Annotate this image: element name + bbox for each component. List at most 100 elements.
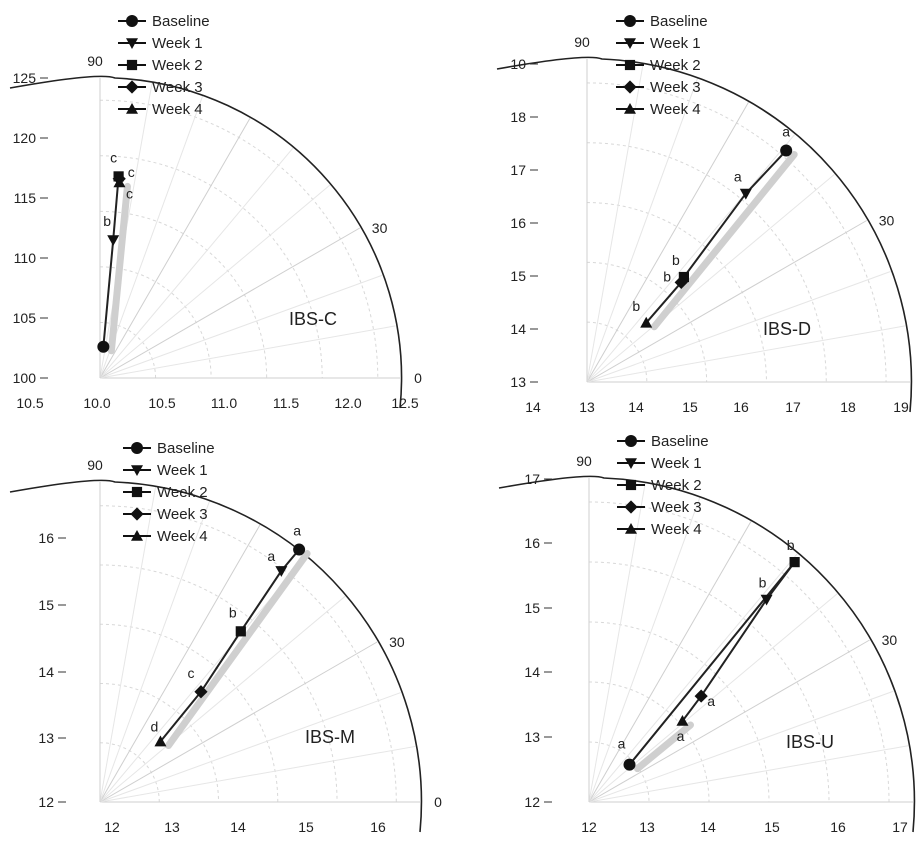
angle-label-90: 90 (574, 34, 590, 50)
point-label: b (787, 537, 795, 553)
legend-marker (624, 500, 638, 514)
point-label: c (110, 149, 117, 165)
legend-label: Baseline (651, 433, 709, 450)
legend-label: Baseline (650, 13, 708, 30)
marker-week-2 (235, 626, 246, 637)
x-axis-tick: 17 (785, 399, 801, 415)
trend-arrow-shadow (650, 151, 798, 331)
grid-arc (99, 99, 379, 379)
r-axis-tick: 15 (510, 268, 526, 284)
x-axis-tick: 16 (370, 819, 386, 835)
r-axis-tick: 110 (14, 250, 37, 266)
grid-spoke (99, 274, 383, 379)
r-axis-tick: 10 (510, 56, 526, 72)
grid-spoke (588, 521, 752, 803)
grid-spoke (99, 641, 378, 803)
legend-marker (126, 38, 138, 49)
r-axis-tick: 125 (13, 70, 37, 86)
r-axis-tick: 16 (510, 215, 526, 231)
polar-panel-ibs-d: 90300131415161718101413141516171819aabbb… (496, 13, 913, 415)
legend-marker (624, 103, 636, 114)
x-axis-tick: 11.0 (211, 395, 237, 411)
point-label: b (103, 213, 111, 229)
grid-spoke (99, 501, 210, 803)
x-axis-tick: 13 (639, 819, 655, 835)
r-axis-tick: 16 (524, 535, 540, 551)
legend-label: Week 3 (650, 79, 701, 96)
point-label: a (267, 548, 275, 564)
marker-baseline (780, 144, 793, 157)
legend-label: Week 2 (157, 484, 208, 501)
point-label: d (151, 719, 159, 735)
point-label: c (126, 185, 133, 201)
legend-marker (130, 507, 144, 521)
point-label: c (187, 665, 194, 681)
angle-label-0: 0 (434, 794, 442, 810)
r-axis-tick: 14 (38, 664, 54, 680)
grid-spoke (586, 271, 891, 383)
trajectory-line (628, 561, 796, 766)
r-axis-tick: 17 (510, 162, 526, 178)
legend-marker (131, 486, 143, 498)
x-axis-tick: 12.0 (334, 395, 361, 411)
marker-week-3 (694, 689, 708, 703)
grid-spoke (586, 325, 906, 383)
grid-spoke (99, 184, 331, 379)
legend-marker (625, 435, 637, 447)
angle-label-30: 30 (882, 632, 898, 648)
legend-label: Week 1 (650, 35, 701, 52)
r-axis-tick: 12 (524, 794, 540, 810)
grid-spoke (99, 147, 294, 379)
point-label: a (782, 124, 790, 140)
x-axis-tick: 15 (682, 399, 698, 415)
legend: Baseline Week 1 Week 2 Week 3 Week 4 (617, 433, 709, 538)
marker-week-1 (739, 188, 752, 200)
r-axis-tick: 13 (524, 729, 540, 745)
grid-spoke (99, 692, 401, 803)
grid-spoke (99, 524, 261, 803)
legend-marker (125, 80, 139, 94)
point-label: b (759, 575, 767, 591)
panel-title: IBS-C (289, 309, 337, 329)
legend-label: Week 1 (152, 35, 203, 52)
legend-marker (623, 80, 637, 94)
legend: Baseline Week 1 Week 2 Week 3 Week 4 (123, 440, 215, 545)
legend-label: Week 4 (650, 101, 701, 118)
point-label: b (663, 268, 671, 284)
grid-spoke (588, 553, 798, 803)
angle-label-90: 90 (87, 53, 103, 69)
outer-arc (496, 56, 913, 413)
r-axis-tick: 13 (38, 730, 54, 746)
point-label: a (734, 169, 742, 185)
legend-label: Week 4 (651, 521, 702, 538)
legend-label: Week 2 (152, 57, 203, 74)
marker-week-1 (107, 235, 120, 246)
x-axis-tick: 13 (579, 399, 595, 415)
x-axis-tick: 14 (230, 819, 246, 835)
marker-week-2 (789, 557, 800, 568)
grid-spoke (586, 220, 867, 383)
angle-label-30: 30 (389, 634, 405, 650)
point-label: a (293, 523, 301, 539)
x-axis-tick: 10.0 (83, 395, 110, 411)
point-label: a (707, 693, 715, 709)
grid-arc (588, 621, 770, 803)
r-axis-tick: 14 (510, 321, 526, 337)
point-label: a (618, 736, 626, 752)
legend-label: Week 3 (152, 79, 203, 96)
r-axis-tick: 14 (524, 664, 540, 680)
legend-label: Week 3 (157, 506, 208, 523)
trend-arrow-shadow (634, 721, 694, 773)
outer-arc (9, 75, 403, 409)
grid-spoke (586, 63, 644, 383)
x-axis-tick: 12 (104, 819, 120, 835)
marker-baseline (623, 758, 636, 771)
marker-baseline (293, 543, 306, 556)
grid-spoke (99, 227, 361, 379)
legend-label: Week 2 (650, 57, 701, 74)
grid-spoke (588, 482, 646, 803)
grid-spoke (99, 325, 396, 379)
grid-spoke (99, 117, 251, 379)
grid-arc (588, 681, 710, 803)
